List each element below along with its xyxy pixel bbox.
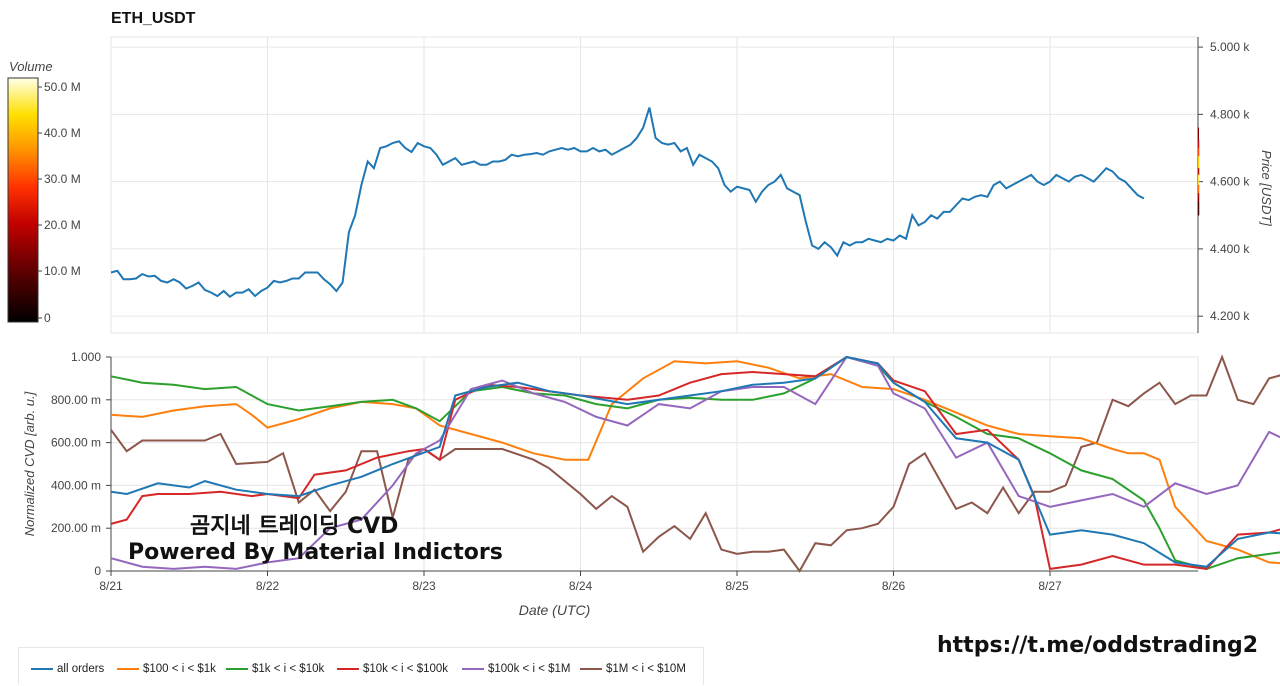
legend-swatch-100-1k [117, 667, 139, 670]
colorbar [7, 77, 39, 323]
cvd-ytick-label: 1.000 [71, 350, 101, 364]
price-ytick-label: 5.000 k [1210, 40, 1250, 54]
colorbar-tick-label: 30.0 M [44, 172, 81, 186]
colorbar-tick-label: 20.0 M [44, 218, 81, 232]
price-ytick-label: 4.800 k [1210, 107, 1250, 121]
cvd-xtick-label: 8/22 [256, 579, 280, 593]
legend-label-100k-1m: $100k < i < $1M [488, 663, 571, 675]
cvd-xtick-label: 8/26 [882, 579, 906, 593]
cvd-chart: 8/21 8/22 8/23 8/24 8/25 8/26 8/27 0 200.00 m 400… [22, 350, 1280, 618]
price-chart: 4.200 k 4.400 k 4.600 k 4.800 k 5.000 k Price… [110, 36, 1274, 334]
cvd-plot-area [110, 356, 1199, 572]
colorbar-tick-label: 50.0 M [44, 80, 81, 94]
cvd-ytick-label: 400.00 m [51, 478, 101, 492]
cvd-line-o1M_10M [110, 354, 1280, 573]
cvd-line-o100k_1M [110, 355, 1280, 570]
legend-label-1k-10k: $1k < i < $10k [252, 663, 325, 675]
price-ylabel: Price [USDT] [1259, 150, 1274, 226]
colorbar-ticks: 50.0 M 40.0 M 30.0 M 20.0 M 10.0 M 0 [38, 80, 81, 325]
price-ytick-label: 4.600 k [1210, 175, 1250, 189]
cvd-xlabel: Date (UTC) [519, 602, 591, 618]
colorbar-tick-label: 10.0 M [44, 264, 81, 278]
cvd-ytick-label: 800.00 m [51, 393, 101, 407]
colorbar-tick-label: 0 [44, 311, 51, 325]
cvd-line-all_orders [110, 355, 1280, 568]
cvd-ytick-label: 600.00 m [51, 436, 101, 450]
legend-label-10k-100k: $10k < i < $100k [363, 663, 449, 675]
legend-item-100-1k[interactable]: $100 < i < $1k [117, 663, 216, 675]
cvd-ylabel: Normalized CVD [arb. u.] [22, 391, 37, 536]
cvd-xtick-label: 8/27 [1038, 579, 1062, 593]
legend-item-10k-100k[interactable]: $10k < i < $100k [337, 663, 448, 675]
legend-item-1k-10k[interactable]: $1k < i < $10k [226, 663, 324, 675]
price-ytick-label: 4.200 k [1210, 309, 1250, 323]
price-plot-area [110, 36, 1199, 334]
legend-label-1m-10m: $1M < i < $10M [606, 663, 686, 675]
cvd-xtick-label: 8/25 [725, 579, 749, 593]
telegram-link[interactable]: https://t.me/oddstrading2 [937, 633, 1259, 658]
overlay-powered-by: Powered By Material Indictors [128, 540, 503, 565]
legend-swatch-1k-10k [226, 667, 248, 670]
cvd-xtick-label: 8/24 [569, 579, 593, 593]
colorbar-tick-label: 40.0 M [44, 126, 81, 140]
price-line [110, 107, 1145, 298]
legend-swatch-all-orders [31, 667, 53, 670]
legend-swatch-10k-100k [337, 667, 359, 670]
cvd-line-o1k_10k [110, 355, 1280, 570]
cvd-line-o100_1k [110, 360, 1280, 565]
legend-swatch-1m-10m [580, 667, 602, 670]
cvd-xtick-label: 8/21 [99, 579, 123, 593]
legend-item-1m-10m[interactable]: $1M < i < $10M [580, 663, 686, 675]
legend-item-all-orders[interactable]: all orders [31, 663, 104, 675]
cvd-ytick-label: 0 [94, 564, 101, 578]
legend-label-all-orders: all orders [57, 663, 105, 675]
price-ytick-label: 4.400 k [1210, 242, 1250, 256]
legend: all orders $100 < i < $1k $1k < i < $10k… [18, 647, 704, 685]
chart-title: ETH_USDT [111, 10, 196, 27]
legend-item-100k-1m[interactable]: $100k < i < $1M [462, 663, 570, 675]
overlay-title-korean: 곰지네 트레이딩 CVD [190, 514, 399, 539]
legend-swatch-100k-1m [462, 667, 484, 670]
colorbar-title: Volume [9, 59, 53, 74]
cvd-xtick-label: 8/23 [412, 579, 436, 593]
cvd-line-o10k_100k [110, 355, 1280, 571]
cvd-ytick-label: 200.00 m [51, 521, 101, 535]
legend-label-100-1k: $100 < i < $1k [143, 663, 216, 675]
